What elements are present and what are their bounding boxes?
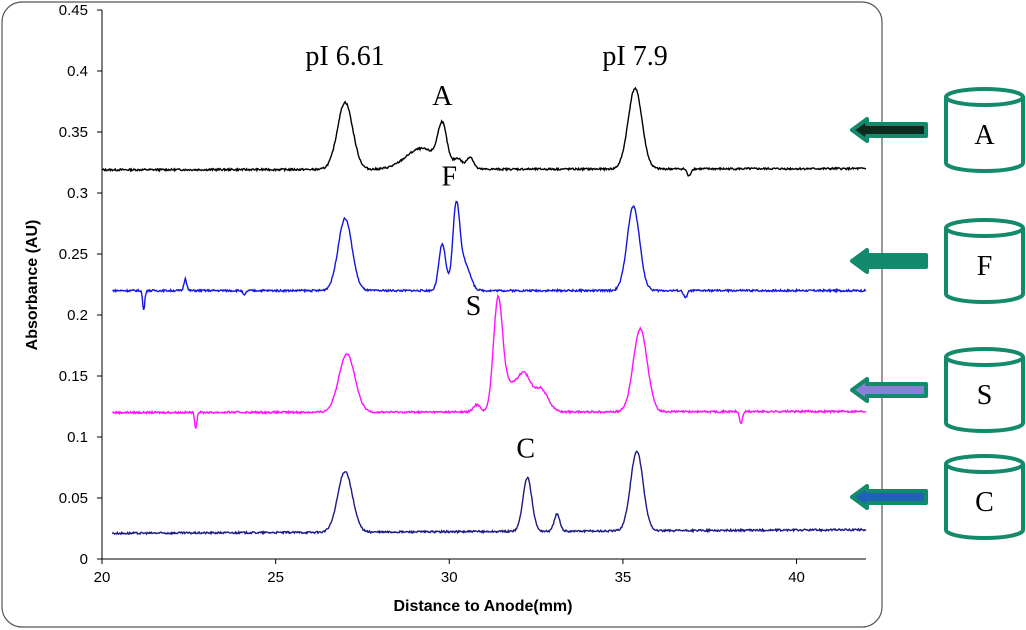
peak-annotation: S bbox=[466, 291, 482, 322]
x-tick-label: 35 bbox=[615, 569, 632, 586]
peak-annotation: A bbox=[432, 81, 453, 112]
sample-label: S bbox=[977, 380, 993, 411]
annotations: pI 6.61 pI 7.9 A F S C bbox=[305, 41, 667, 465]
y-tick-label: 0.05 bbox=[59, 490, 88, 507]
y-tick-label: 0.4 bbox=[67, 63, 88, 80]
peak-annotation: pI 6.61 bbox=[305, 41, 384, 72]
chart-frame bbox=[1, 1, 883, 628]
cylinder-body bbox=[944, 228, 1025, 304]
y-axis-label: Absorbance (AU) bbox=[24, 220, 41, 351]
cylinder-top bbox=[944, 454, 1025, 474]
cylinder-top bbox=[944, 347, 1025, 367]
sample-f: F bbox=[850, 218, 1025, 304]
x-tick-label: 40 bbox=[788, 569, 805, 586]
arrow-left-icon bbox=[850, 248, 928, 274]
y-tick-label: 0.2 bbox=[67, 307, 88, 324]
arrow-left-icon bbox=[850, 377, 928, 403]
cylinder-top bbox=[944, 87, 1025, 107]
sample-label: C bbox=[975, 487, 994, 518]
axes: 0 0.05 0.1 0.15 0.2 0.25 0.3 0.35 0.4 0.45 20 25 30 3… bbox=[59, 2, 866, 586]
traces bbox=[101, 86, 867, 536]
y-tick-label: 0.35 bbox=[59, 124, 88, 141]
cylinder-icon bbox=[944, 218, 1025, 304]
x-tick-label: 30 bbox=[441, 569, 458, 586]
sample-s: S bbox=[850, 347, 1025, 433]
cylinder-body bbox=[944, 97, 1025, 173]
arrow-left-icon bbox=[850, 117, 928, 143]
x-tick-label: 25 bbox=[267, 569, 284, 586]
trace-A bbox=[101, 86, 867, 177]
y-tick-label: 0.15 bbox=[59, 368, 88, 385]
cylinder-body bbox=[944, 464, 1025, 540]
x-axis-label: Distance to Anode(mm) bbox=[394, 598, 573, 615]
trace-S bbox=[111, 294, 867, 429]
cylinder-body bbox=[944, 357, 1025, 433]
arrow-left-icon bbox=[850, 484, 928, 510]
peak-annotation: pI 7.9 bbox=[602, 41, 667, 72]
peak-annotation: F bbox=[441, 162, 457, 193]
trace-F bbox=[112, 200, 867, 310]
y-tick-label: 0 bbox=[80, 551, 88, 568]
y-tick-label: 0.1 bbox=[67, 429, 88, 446]
sample-c: C bbox=[850, 454, 1025, 540]
trace-C bbox=[111, 450, 867, 536]
side-panel: A F S C bbox=[850, 87, 1025, 540]
cylinder-icon bbox=[944, 454, 1025, 540]
x-tick-label: 20 bbox=[94, 569, 111, 586]
sample-label: F bbox=[977, 251, 993, 282]
cylinder-icon bbox=[944, 347, 1025, 433]
sample-a: A bbox=[850, 87, 1025, 173]
y-tick-label: 0.3 bbox=[67, 185, 88, 202]
sample-label: A bbox=[974, 120, 995, 151]
peak-annotation: C bbox=[516, 434, 535, 465]
cylinder-top bbox=[944, 218, 1025, 238]
y-tick-label: 0.25 bbox=[59, 246, 88, 263]
y-tick-label: 0.45 bbox=[59, 2, 88, 19]
cylinder-icon bbox=[944, 87, 1025, 173]
